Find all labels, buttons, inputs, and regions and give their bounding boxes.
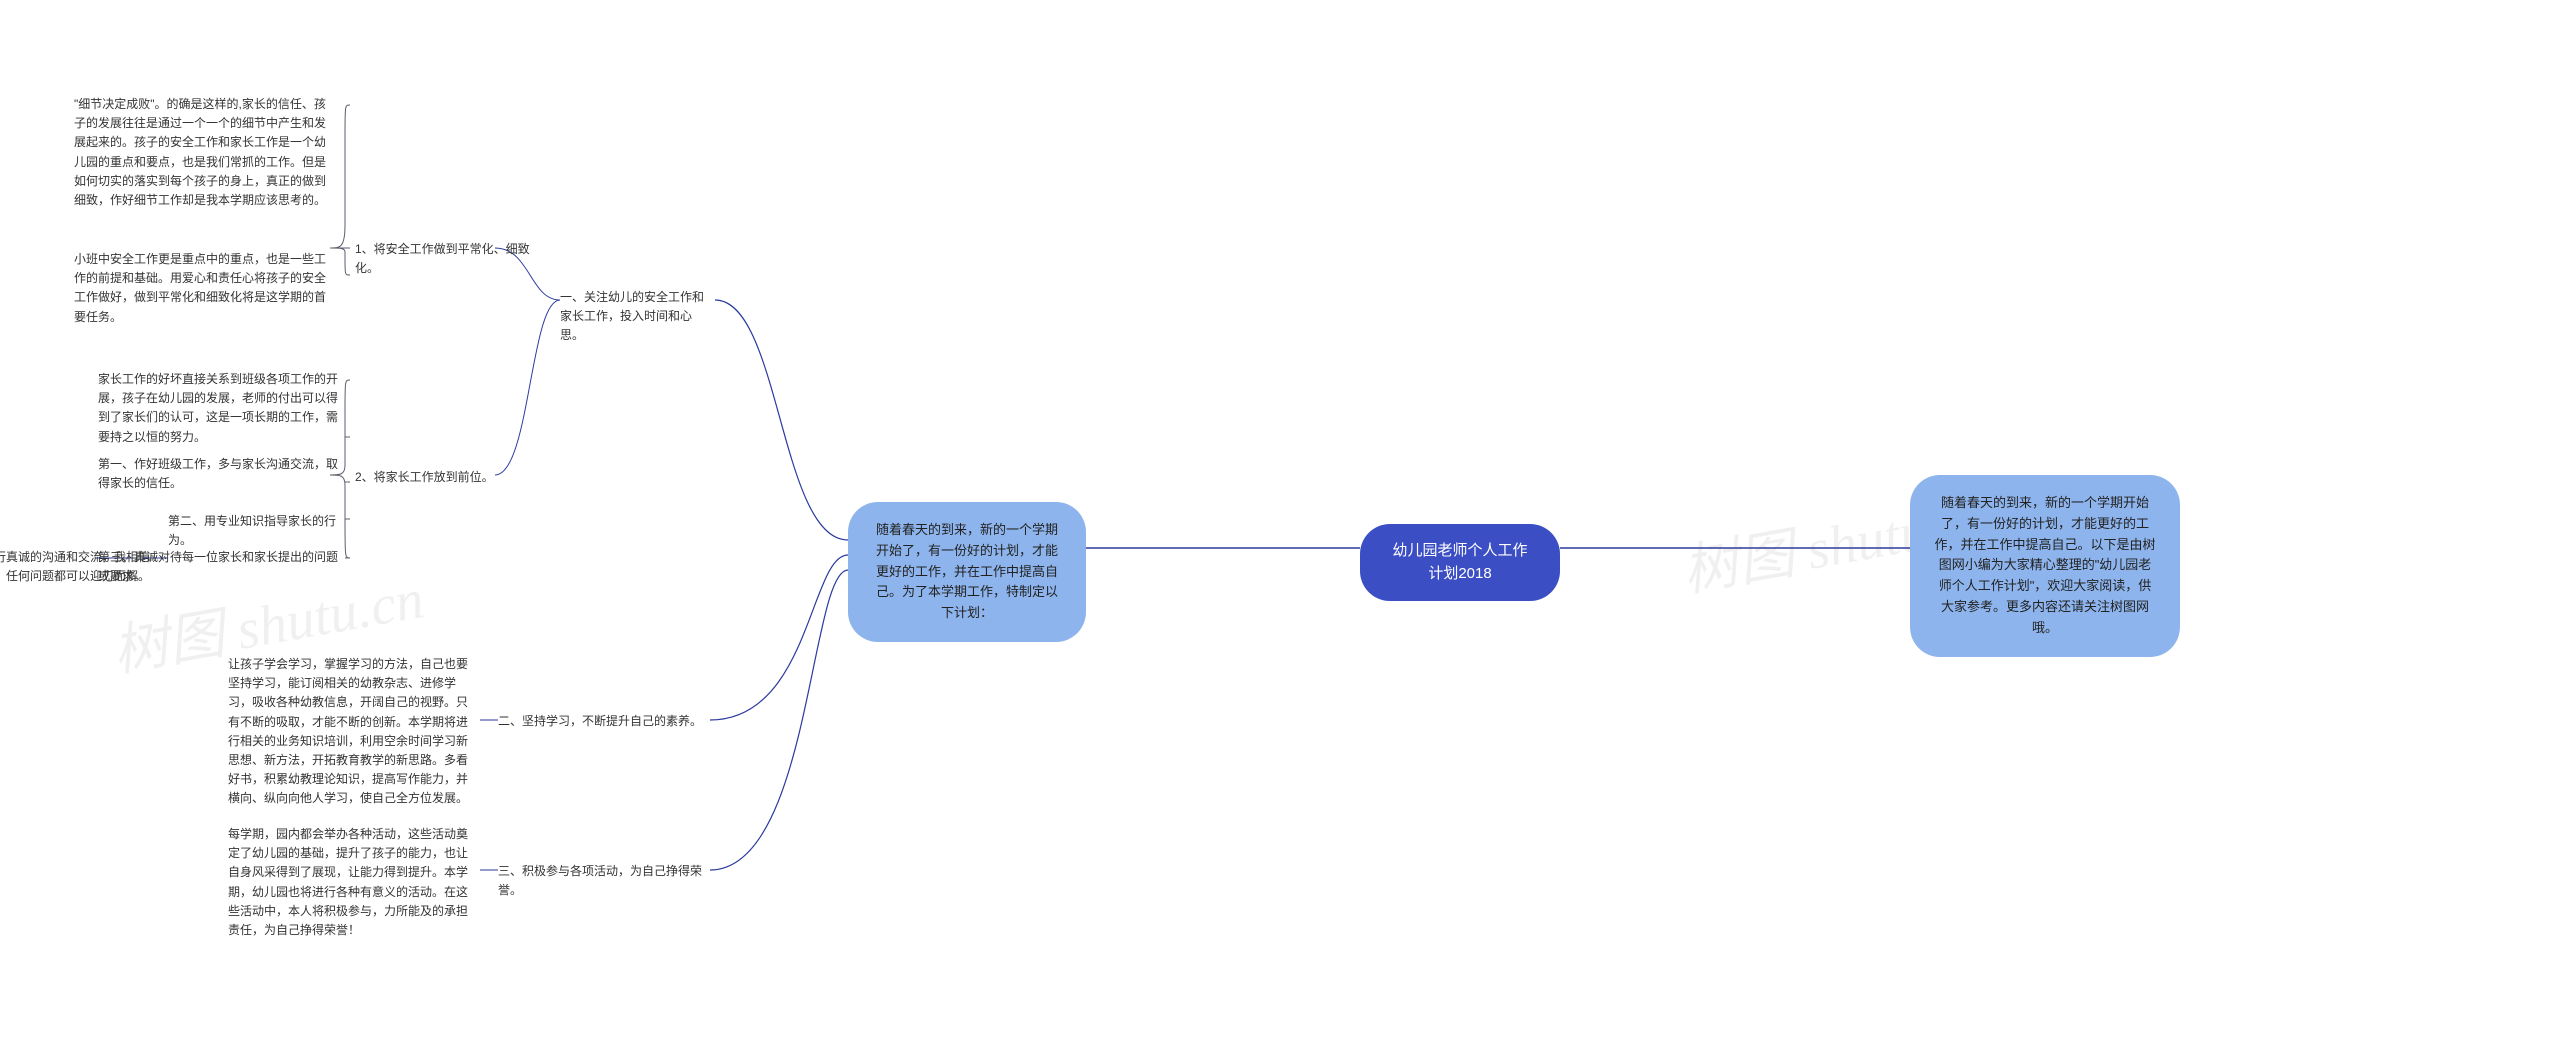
- section2-text: 二、坚持学习，不断提升自己的素养。: [498, 714, 702, 728]
- section2-leaf1: 让孩子学会学习，掌握学习的方法，自己也要坚持学习，能订阅相关的幼教杂志、进修学习…: [228, 655, 478, 809]
- section3-leaf1: 每学期，园内都会举办各种活动，这些活动奠定了幼儿园的基础，提升了孩子的能力，也让…: [228, 825, 478, 940]
- section1-sub1-leaf1: "细节决定成败"。的确是这样的,家长的信任、孩子的发展往往是通过一个一个的细节中…: [74, 95, 329, 210]
- sub1-text: 1、将安全工作做到平常化、细致化。: [355, 242, 530, 275]
- section2-label: 二、坚持学习，不断提升自己的素养。: [498, 712, 708, 731]
- leaf-text: 让孩子学会学习，掌握学习的方法，自己也要坚持学习，能订阅相关的幼教杂志、进修学习…: [228, 657, 468, 805]
- leaf-text: 第一、作好班级工作，多与家长沟通交流，取得家长的信任。: [98, 457, 338, 490]
- section1-text: 一、关注幼儿的安全工作和家长工作，投入时间和心思。: [560, 290, 704, 342]
- section1-sub1-leaf2: 小班中安全工作更是重点中的重点，也是一些工作的前提和基础。用爱心和责任心将孩子的…: [74, 250, 329, 327]
- sub2-text: 2、将家长工作放到前位。: [355, 470, 494, 484]
- section1-sub2-label: 2、将家长工作放到前位。: [355, 468, 495, 487]
- section1-sub2-leaf1: 家长工作的好坏直接关系到班级各项工作的开展，孩子在幼儿园的发展，老师的付出可以得…: [98, 370, 343, 447]
- section3-text: 三、积极参与各项活动，为自己挣得荣誉。: [498, 864, 702, 897]
- section1-label: 一、关注幼儿的安全工作和家长工作，投入时间和心思。: [560, 288, 715, 346]
- right-intro-node: 随着春天的到来，新的一个学期开始了，有一份好的计划，才能更好的工作，并在工作中提…: [1910, 475, 2180, 657]
- leaf-text: 第二、用专业知识指导家长的行为。: [168, 514, 336, 547]
- section1-sub2-leaf2: 第一、作好班级工作，多与家长沟通交流，取得家长的信任。: [98, 455, 343, 493]
- leaf-text: 只要用心与家长进行真诚的沟通和交流，我相信任何问题都可以迎刃而解。: [0, 550, 150, 583]
- leaf-text: "细节决定成败"。的确是这样的,家长的信任、孩子的发展往往是通过一个一个的细节中…: [74, 97, 326, 207]
- section1-sub2-leaf4-ext: 只要用心与家长进行真诚的沟通和交流，我相信任何问题都可以迎刃而解。: [0, 548, 150, 586]
- leaf-text: 小班中安全工作更是重点中的重点，也是一些工作的前提和基础。用爱心和责任心将孩子的…: [74, 252, 326, 324]
- left-intro-node: 随着春天的到来，新的一个学期开始了，有一份好的计划，才能更好的工作，并在工作中提…: [848, 502, 1086, 642]
- section3-label: 三、积极参与各项活动，为自己挣得荣誉。: [498, 862, 723, 900]
- left-intro-text: 随着春天的到来，新的一个学期开始了，有一份好的计划，才能更好的工作，并在工作中提…: [876, 522, 1058, 620]
- root-node: 幼儿园老师个人工作计划2018: [1360, 524, 1560, 601]
- leaf-text: 每学期，园内都会举办各种活动，这些活动奠定了幼儿园的基础，提升了孩子的能力，也让…: [228, 827, 468, 937]
- right-intro-text: 随着春天的到来，新的一个学期开始了，有一份好的计划，才能更好的工作，并在工作中提…: [1934, 495, 2155, 635]
- root-label: 幼儿园老师个人工作计划2018: [1392, 542, 1527, 582]
- section1-sub2-leaf3: 第二、用专业知识指导家长的行为。: [168, 512, 348, 550]
- leaf-text: 家长工作的好坏直接关系到班级各项工作的开展，孩子在幼儿园的发展，老师的付出可以得…: [98, 372, 338, 444]
- section1-sub1-label: 1、将安全工作做到平常化、细致化。: [355, 240, 535, 278]
